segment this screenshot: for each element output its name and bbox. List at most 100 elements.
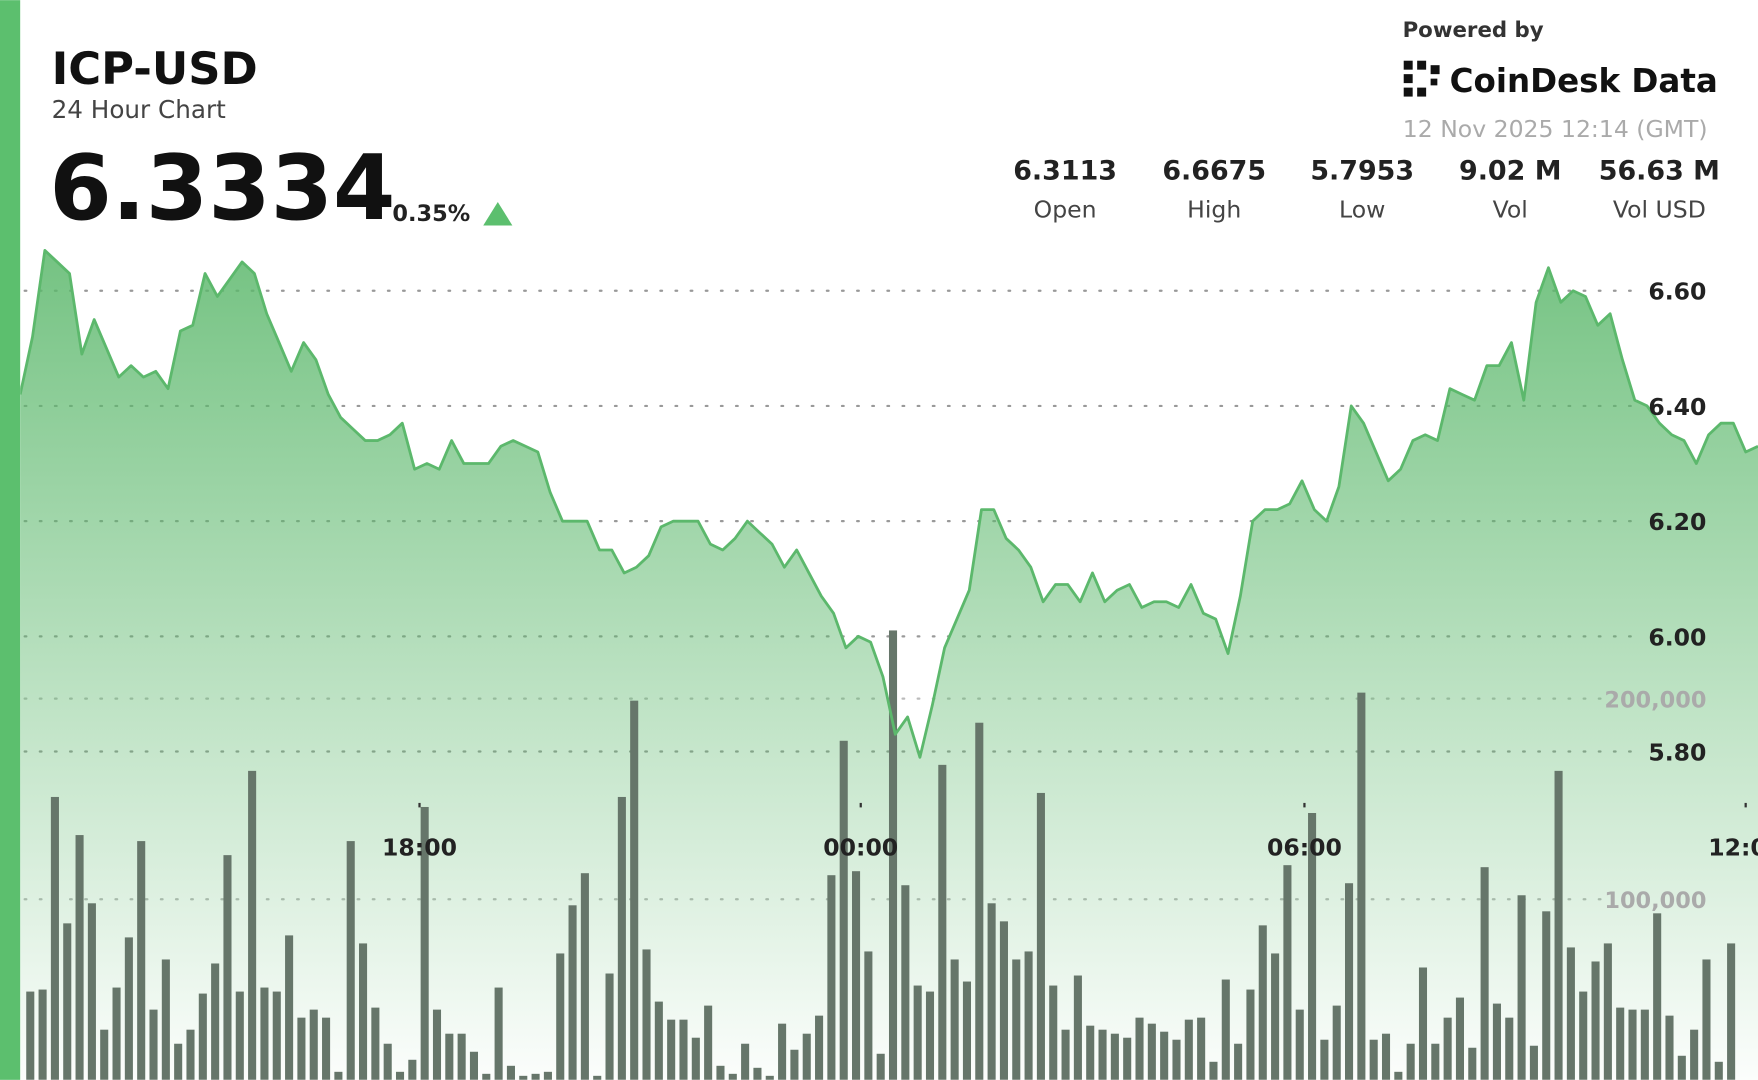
volume-bar bbox=[1024, 951, 1033, 1080]
volume-bar bbox=[1197, 1017, 1206, 1080]
volume-bar bbox=[1455, 997, 1465, 1080]
x-tick-label: 12:00 bbox=[1708, 834, 1758, 862]
volume-bar bbox=[395, 1071, 405, 1080]
volume-bar bbox=[322, 1017, 331, 1080]
volume-bar bbox=[1406, 1043, 1415, 1080]
up-arrow bbox=[483, 201, 513, 226]
volume-bar bbox=[1443, 1017, 1452, 1080]
change: 0.35% bbox=[392, 201, 470, 227]
timestamp: 12 Nov 2025 12:14 (GMT) bbox=[1403, 115, 1708, 143]
volume-bar bbox=[1073, 975, 1082, 1080]
volume-bar bbox=[1579, 991, 1588, 1080]
volume-bar bbox=[383, 1043, 392, 1080]
volume-bar bbox=[1529, 1045, 1538, 1080]
volume-bar bbox=[1727, 943, 1736, 1080]
volume-bar bbox=[765, 1075, 774, 1080]
volume-bar bbox=[1012, 959, 1021, 1080]
volume-bar bbox=[1283, 865, 1292, 1080]
volume-bar bbox=[63, 923, 72, 1080]
volume-bar bbox=[432, 1009, 442, 1080]
volume-bar bbox=[1246, 989, 1255, 1080]
volume-bar bbox=[174, 1043, 183, 1080]
volume-bar bbox=[1468, 1047, 1477, 1080]
volume-bar bbox=[1640, 1009, 1649, 1080]
volume-bar bbox=[1036, 792, 1045, 1080]
volume-bar bbox=[1616, 1007, 1625, 1080]
y2-tick-label: 200,000 bbox=[1604, 688, 1706, 714]
volume-bar bbox=[1677, 1055, 1686, 1080]
y2-tick-label: 100,000 bbox=[1604, 888, 1706, 914]
volume-bar bbox=[1566, 947, 1575, 1080]
volume-bar bbox=[1086, 1025, 1095, 1080]
stat-value: 9.02 M bbox=[1459, 156, 1561, 187]
volume-bar bbox=[1357, 692, 1366, 1080]
volume-bar bbox=[580, 873, 589, 1080]
volume-bar bbox=[149, 1009, 158, 1080]
volume-bar bbox=[1653, 913, 1662, 1080]
stat-value: 6.3113 bbox=[1013, 156, 1117, 187]
volume-bar bbox=[1628, 1009, 1637, 1080]
volume-bar bbox=[1480, 867, 1489, 1080]
volume-bar bbox=[457, 1033, 466, 1080]
volume-bar bbox=[1295, 1009, 1304, 1080]
x-tick-label: 18:00 bbox=[382, 834, 457, 862]
volume-bar bbox=[605, 973, 614, 1080]
volume-bar bbox=[913, 985, 922, 1080]
volume-bar bbox=[359, 943, 368, 1080]
volume-bar bbox=[1591, 961, 1600, 1080]
volume-bar bbox=[999, 921, 1008, 1080]
stat-label: Low bbox=[1339, 196, 1385, 224]
volume-bar bbox=[420, 806, 429, 1080]
volume-bar bbox=[1135, 1017, 1144, 1080]
volume-bar bbox=[1690, 1029, 1699, 1080]
volume-bar bbox=[1542, 911, 1551, 1080]
volume-bar bbox=[839, 740, 848, 1080]
volume-bar bbox=[1098, 1029, 1107, 1080]
volume-bar bbox=[728, 1073, 737, 1080]
volume-bar bbox=[482, 1073, 491, 1080]
volume-bar bbox=[1702, 959, 1711, 1080]
volume-bar bbox=[642, 949, 651, 1080]
volume-bar bbox=[309, 1009, 318, 1080]
brand-logo bbox=[1403, 60, 1440, 97]
volume-bar bbox=[1714, 1061, 1723, 1080]
volume-bar bbox=[506, 1065, 515, 1080]
price-line bbox=[20, 248, 1758, 759]
stat-value: 6.6675 bbox=[1162, 156, 1266, 187]
volume-bar bbox=[593, 1075, 602, 1080]
volume-bar bbox=[198, 993, 207, 1080]
volume-bar bbox=[408, 1059, 417, 1080]
volume-bar bbox=[38, 989, 47, 1080]
accent-bar bbox=[0, 0, 21, 1080]
volume-bar bbox=[1332, 1005, 1341, 1080]
volume-bar bbox=[469, 1051, 479, 1080]
stat-label: High bbox=[1187, 196, 1241, 224]
volume-bar bbox=[543, 1071, 552, 1080]
volume-bar bbox=[1160, 1031, 1169, 1080]
stat-label: Vol bbox=[1493, 196, 1528, 224]
volume-bar bbox=[802, 1033, 811, 1080]
volume-bar bbox=[901, 885, 910, 1080]
volume-bar bbox=[568, 905, 577, 1080]
volume-bar bbox=[1665, 1015, 1674, 1080]
price: 6.3334 bbox=[49, 137, 395, 241]
volume-bar bbox=[704, 1005, 713, 1080]
volume-bar bbox=[297, 1017, 306, 1080]
volume-bar bbox=[137, 841, 146, 1080]
x-tick-label: 00:00 bbox=[823, 834, 898, 862]
volume-bar bbox=[112, 987, 121, 1080]
volume-bar bbox=[75, 835, 84, 1080]
volume-bar bbox=[371, 1007, 380, 1080]
volume-bar bbox=[691, 1037, 700, 1080]
volume-bar bbox=[667, 1019, 676, 1080]
volume-bar bbox=[260, 987, 269, 1080]
volume-bar bbox=[962, 981, 972, 1080]
volume-bar bbox=[272, 991, 281, 1080]
volume-bar bbox=[1394, 1071, 1403, 1080]
y-tick-label: 6.40 bbox=[1648, 393, 1706, 421]
volume-bar bbox=[494, 987, 503, 1080]
volume-bar bbox=[161, 959, 170, 1080]
volume-bar bbox=[50, 796, 59, 1080]
